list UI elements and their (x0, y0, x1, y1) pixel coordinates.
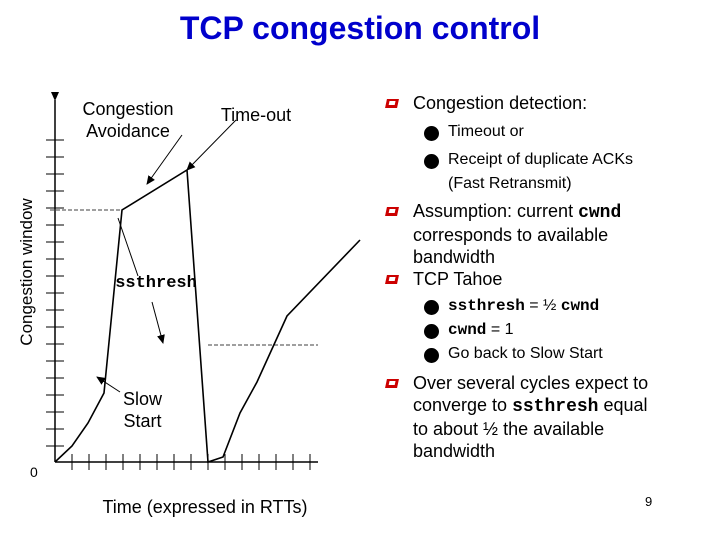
page-number: 9 (645, 494, 653, 509)
timeout-pointer (186, 119, 237, 171)
black-dot-icon (424, 126, 439, 141)
red-square-bullet-icon (385, 275, 399, 284)
black-dot-icon (424, 348, 439, 363)
black-dot-icon (424, 154, 439, 169)
congestion-window-diagram (46, 92, 361, 470)
red-square-bullet-icon (385, 99, 399, 108)
page-title: TCP congestion control (179, 10, 541, 46)
ssthresh-pointer-1 (117, 217, 139, 277)
bullet-converge: Over several cycles expect to converge t… (385, 372, 716, 462)
congestion-avoidance-label: Congestion Avoidance (82, 99, 174, 141)
cwnd-curve (54, 168, 361, 464)
origin-label: 0 (30, 464, 38, 480)
ssthresh-pointer-2 (151, 301, 165, 344)
sub-bullet-cwnd-one: cwnd = 1 (386, 318, 716, 342)
slow-start-label: Slow Start (122, 389, 162, 431)
black-dot-icon (424, 300, 439, 315)
bullet-tcp-tahoe: TCP Tahoe (385, 268, 716, 290)
bullet-list: Congestion detection: Timeout or Receipt… (385, 92, 716, 462)
x-axis-label: Time (expressed in RTTs) (102, 497, 308, 517)
sub-bullet-timeout: Timeout or (386, 120, 716, 144)
red-square-bullet-icon (385, 207, 399, 216)
sub-bullet-duplicate-acks: Receipt of duplicate ACKs (Fast Retransm… (386, 148, 716, 196)
bullet-congestion-detection: Congestion detection: (385, 92, 716, 114)
slowstart-pointer (96, 376, 121, 393)
red-square-bullet-icon (385, 379, 399, 388)
sub-bullet-ssthresh-half: ssthresh = ½ cwnd (386, 294, 716, 318)
black-dot-icon (424, 324, 439, 339)
ssthresh-label: ssthresh (115, 274, 197, 293)
sub-bullet-slow-start: Go back to Slow Start (386, 342, 716, 366)
bullet-assumption: Assumption: current cwnd corresponds to … (385, 200, 716, 268)
timeout-label: Time-out (220, 105, 292, 125)
avoidance-pointer (146, 134, 183, 185)
